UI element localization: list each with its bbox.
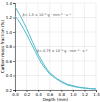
tick-mark	[13, 61, 15, 62]
tick-label: 0.6	[6, 59, 13, 64]
y-axis-label: Carbon mass fraction (%)	[0, 19, 5, 73]
plot: 0.00.20.40.60.81.01.21.40.20.40.60.81.01…	[6, 1, 100, 97]
tick-mark	[13, 18, 15, 19]
tick-label: 0.2	[24, 92, 31, 97]
grid-line	[15, 75, 96, 76]
tick: 1.2	[6, 15, 15, 20]
tick-mark	[13, 3, 15, 4]
y-axis: 0.2 0.4 0.6 0.8 1.0 1.2 1.4	[6, 1, 16, 93]
tick-mark	[13, 32, 15, 33]
tick: 0.4	[6, 73, 15, 78]
tick-mark	[13, 90, 15, 91]
grid-line	[15, 3, 96, 4]
grid-line	[15, 17, 96, 18]
grid	[15, 3, 96, 90]
tick-label: 0.0	[12, 92, 19, 97]
tick-label: 1.2	[6, 15, 13, 20]
tick-label: 1.4	[6, 1, 13, 6]
line	[15, 7, 96, 89]
tick-label: 0.4	[6, 73, 13, 78]
tick: 1.4	[6, 1, 15, 6]
tick: 1.4	[93, 90, 100, 97]
annotation: β= 0.75 × 10⁻⁸ g · mm⁻² · s⁻¹	[37, 49, 88, 53]
grid-line	[15, 32, 96, 33]
line	[15, 16, 96, 89]
tick: 1.2	[82, 90, 89, 97]
tick-label: 0.8	[6, 44, 13, 49]
tick: 1.0	[70, 90, 77, 97]
grid-line	[15, 46, 96, 47]
tick-label: 0.2	[6, 88, 13, 93]
tick: 0.4	[35, 90, 42, 97]
tick: 0.2	[6, 88, 15, 93]
chart: 0.00.20.40.60.81.01.21.40.20.40.60.81.01…	[0, 0, 100, 102]
tick: 0.6	[6, 59, 15, 64]
tick-label: 1.2	[82, 92, 89, 97]
tick: 0.0	[12, 90, 19, 97]
annotation: β= 1.5 × 10⁻⁸ g · mm⁻² · s⁻¹	[23, 13, 72, 17]
tick-label: 1.4	[93, 92, 100, 97]
annotations: β= 1.5 × 10⁻⁸ g · mm⁻² · s⁻¹ β= 0.75 × 10…	[23, 13, 89, 53]
x-axis-label: Depth (mm)	[43, 97, 69, 102]
tick-label: 0.4	[35, 92, 42, 97]
tick-mark	[13, 47, 15, 48]
tick-label: 1.0	[70, 92, 77, 97]
tick: 0.2	[24, 90, 31, 97]
tick: 1.0	[6, 30, 15, 35]
grid-line	[15, 61, 96, 62]
tick-label: 1.0	[6, 30, 13, 35]
tick-mark	[13, 76, 15, 77]
lines	[15, 7, 96, 89]
tick: 0.8	[6, 44, 15, 49]
